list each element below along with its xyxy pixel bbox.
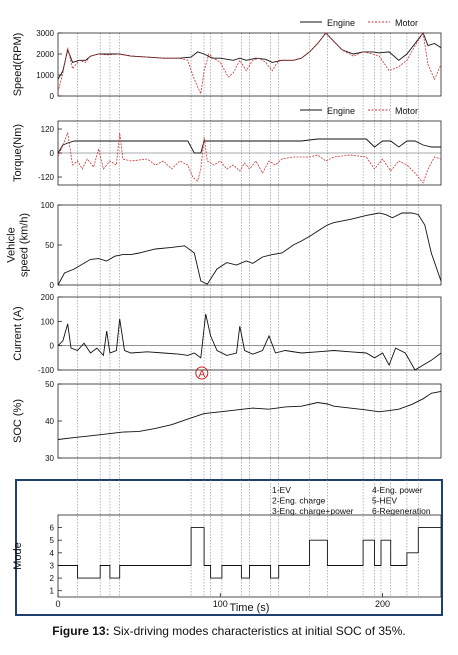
soc-ytick-label: 30 [45, 454, 54, 463]
mode-xlabel: Time (s) [230, 602, 270, 614]
mode-legend-item: 2-Eng. charge [272, 496, 326, 506]
mode-ytick-label: 5 [50, 536, 55, 545]
speed-legend-engine: Engine [327, 18, 355, 28]
mode-xtick-label: 200 [375, 599, 390, 609]
torque-ytick-label: 0 [50, 149, 55, 158]
torque-series-motor [57, 131, 442, 184]
soc-ytick-label: 40 [45, 417, 54, 426]
mode-xtick-label: 100 [213, 599, 228, 609]
soc-ylabel: SOC (%) [12, 399, 24, 443]
mode-ytick-label: 2 [50, 574, 55, 583]
current-ytick-label: 200 [41, 293, 55, 302]
vehicle_speed-ytick-label: 0 [50, 281, 55, 290]
mode-legend-item: 6-Regeneration [372, 506, 431, 516]
caption-text: Six-driving modes characteristics at ini… [112, 624, 406, 638]
vehicle_speed-ylabel: Vehicle [6, 227, 18, 262]
torque-series-engine [57, 138, 441, 154]
speed-ytick-label: 3000 [36, 29, 54, 38]
mode-panel-frame [15, 479, 443, 616]
mode-legend-item: 3-Eng. charge+power [272, 506, 354, 516]
torque-legend-motor: Motor [395, 106, 418, 116]
soc-series-soc [57, 390, 442, 440]
mode-ytick-label: 1 [50, 587, 55, 596]
mode-legend-item: 5-HEV [372, 496, 397, 506]
torque-legend-engine: Engine [327, 106, 355, 116]
torque-ytick-label: 120 [41, 125, 55, 134]
current-ytick-label: -100 [38, 366, 55, 375]
marker-a-label: A [198, 369, 205, 380]
caption-label: Figure 13: [52, 624, 110, 638]
vehicle_speed-ytick-label: 50 [45, 241, 54, 250]
current-ytick-label: 0 [50, 342, 55, 351]
mode-ytick-label: 6 [50, 524, 55, 533]
speed-ytick-label: 2000 [36, 50, 54, 59]
mode-series-mode [58, 527, 441, 579]
speed-legend-motor: Motor [395, 18, 418, 28]
mode-ylabel: Mode [12, 542, 24, 570]
torque-ytick-label: -120 [38, 173, 55, 182]
mode-legend-item: 4-Eng. power [372, 485, 423, 495]
vehicle_speed-series-vehicle-speed [57, 212, 442, 286]
soc-ytick-label: 50 [45, 380, 54, 389]
vehicle_speed-ytick-label: 100 [41, 201, 55, 210]
vehicle_speed-ylabel: speed (km/h) [19, 213, 31, 277]
mode-ytick-label: 3 [50, 561, 55, 570]
speed-ytick-label: 1000 [36, 71, 54, 80]
current-series-current [57, 313, 442, 371]
current-ylabel: Current (A) [12, 306, 24, 360]
mode-legend-item: 1-EV [272, 485, 291, 495]
marker-a-circle [195, 366, 209, 380]
mode-axes-box [57, 514, 442, 598]
torque-ylabel: Torque(Nm) [12, 124, 24, 182]
mode-ytick-label: 4 [50, 549, 55, 558]
speed-series-motor [57, 31, 442, 96]
mode-xtick-label: 0 [55, 599, 60, 609]
speed-ylabel: Speed(RPM) [12, 33, 24, 97]
current-ytick-label: 100 [41, 317, 55, 326]
current-axes-box [57, 296, 442, 371]
figure-caption: Figure 13: Six-driving modes characteris… [0, 624, 458, 638]
speed-ytick-label: 0 [50, 92, 55, 101]
